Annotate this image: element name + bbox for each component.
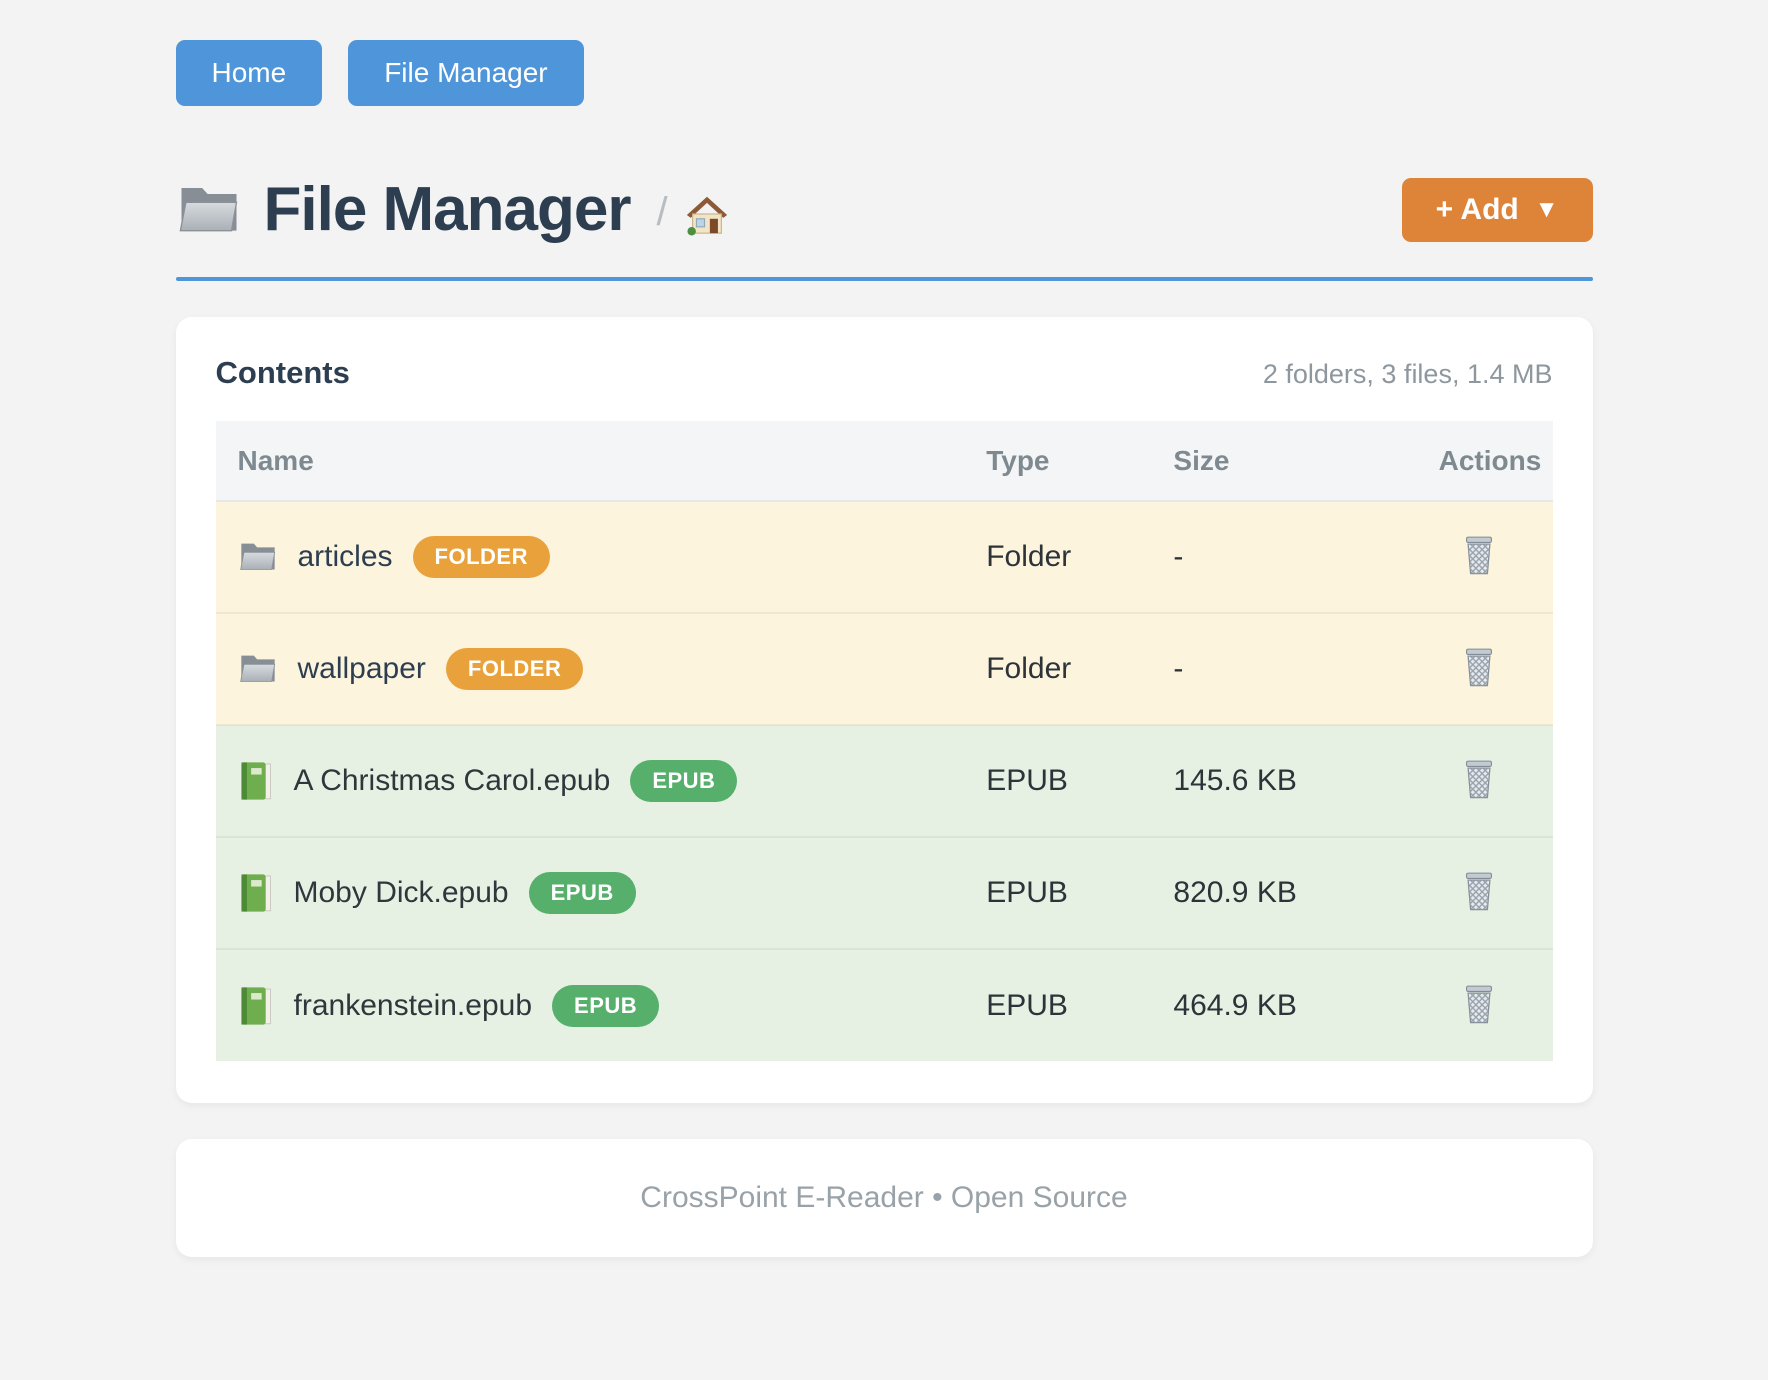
type-badge: EPUB: [528, 872, 636, 914]
trash-icon: [1460, 983, 1498, 1025]
file-size: -: [1151, 500, 1406, 613]
delete-button[interactable]: [1456, 866, 1502, 916]
file-type: Folder: [964, 612, 1152, 725]
page-header: File Manager / + Add ▼: [176, 174, 1593, 245]
column-header-type: Type: [964, 421, 1152, 501]
table-body: articles FOLDER Folder - wallpaper FOLDE…: [215, 500, 1553, 1061]
column-header-size: Size: [1151, 421, 1406, 501]
file-size: -: [1151, 612, 1406, 725]
contents-summary: 2 folders, 3 files, 1.4 MB: [1262, 359, 1553, 389]
book-icon: [238, 760, 274, 802]
file-name[interactable]: articles: [297, 540, 393, 573]
add-button[interactable]: + Add ▼: [1401, 177, 1593, 242]
file-name[interactable]: A Christmas Carol.epub: [293, 764, 611, 797]
file-table: Name Type Size Actions articles FOLDER F…: [215, 421, 1553, 1061]
file-size: 820.9 KB: [1151, 836, 1406, 949]
chevron-down-icon: ▼: [1534, 195, 1559, 223]
file-size: 464.9 KB: [1151, 948, 1406, 1061]
trash-icon: [1460, 646, 1498, 688]
book-icon: [238, 872, 274, 914]
title-group: File Manager /: [176, 174, 730, 245]
footer-text: CrossPoint E-Reader • Open Source: [640, 1181, 1128, 1214]
type-badge: FOLDER: [412, 536, 550, 578]
folder-icon: [238, 651, 278, 687]
trash-icon: [1460, 534, 1498, 576]
contents-heading: Contents: [215, 355, 350, 390]
table-header-row: Name Type Size Actions: [215, 421, 1553, 501]
file-type: EPUB: [964, 836, 1152, 949]
file-type: Folder: [964, 500, 1152, 613]
book-icon: [238, 985, 274, 1027]
delete-button[interactable]: [1456, 642, 1502, 692]
trash-icon: [1460, 758, 1498, 800]
header-divider: [175, 277, 1593, 281]
table-row: frankenstein.epub EPUB EPUB 464.9 KB: [215, 948, 1553, 1061]
home-icon[interactable]: [684, 191, 730, 237]
file-type: EPUB: [964, 724, 1152, 837]
delete-button[interactable]: [1456, 979, 1502, 1029]
footer-card: CrossPoint E-Reader • Open Source: [175, 1139, 1593, 1257]
file-name[interactable]: wallpaper: [297, 652, 426, 685]
delete-button[interactable]: [1456, 754, 1502, 804]
column-header-name: Name: [215, 421, 965, 501]
contents-card-header: Contents 2 folders, 3 files, 1.4 MB: [216, 355, 1553, 391]
file-name[interactable]: frankenstein.epub: [293, 988, 533, 1022]
table-row: A Christmas Carol.epub EPUB EPUB 145.6 K…: [215, 724, 1553, 837]
type-badge: FOLDER: [445, 648, 584, 690]
folder-icon: [238, 539, 278, 575]
page-container: Home File Manager File Manager / + Add ▼…: [175, 0, 1593, 1257]
type-badge: EPUB: [552, 984, 660, 1027]
file-type: EPUB: [964, 948, 1152, 1061]
folder-icon: [176, 182, 242, 238]
trash-icon: [1460, 870, 1498, 912]
nav-file-manager-button[interactable]: File Manager: [348, 40, 584, 106]
nav-home-button[interactable]: Home: [175, 40, 323, 106]
file-size: 145.6 KB: [1151, 724, 1406, 837]
page-title: File Manager: [263, 175, 632, 244]
type-badge: EPUB: [630, 760, 738, 802]
table-row: Moby Dick.epub EPUB EPUB 820.9 KB: [215, 836, 1553, 949]
breadcrumb-separator: /: [656, 190, 668, 234]
file-name[interactable]: Moby Dick.epub: [293, 876, 509, 909]
top-nav: Home File Manager: [175, 40, 1593, 106]
contents-card: Contents 2 folders, 3 files, 1.4 MB Name…: [175, 317, 1593, 1103]
column-header-actions: Actions: [1405, 421, 1553, 501]
add-button-label: + Add: [1435, 192, 1519, 226]
table-row: wallpaper FOLDER Folder -: [215, 612, 1553, 725]
table-row: articles FOLDER Folder -: [215, 500, 1553, 613]
delete-button[interactable]: [1456, 530, 1502, 580]
